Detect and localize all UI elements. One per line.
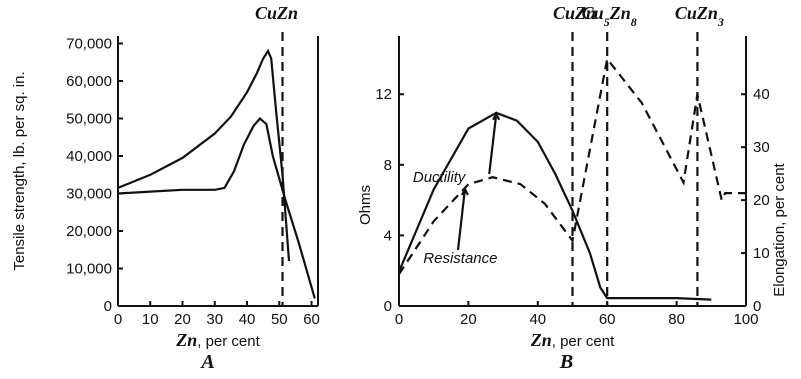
x-tick-label: 50 xyxy=(271,311,288,328)
ductility-arrow xyxy=(488,114,498,175)
y-tick-label: 60,000 xyxy=(66,73,112,90)
x-tick-label: 60 xyxy=(303,311,320,328)
phase-label: CuZn3 xyxy=(675,3,724,29)
x-tick-label: 60 xyxy=(599,311,616,328)
y-tick-label: 50,000 xyxy=(66,111,112,128)
resistance-annotation: Resistance xyxy=(423,250,497,267)
y-tick-label: 40,000 xyxy=(66,148,112,165)
x-axis-title: Zn, per cent xyxy=(530,330,615,350)
left-y-tick-label: 12 xyxy=(375,86,392,103)
x-tick-label: 0 xyxy=(114,311,122,328)
y-tick-label: 20,000 xyxy=(66,223,112,240)
phase-label: CuZn xyxy=(553,3,596,23)
phase-label: Cu5Zn8 xyxy=(582,3,637,29)
panel-letter: B xyxy=(559,351,573,373)
x-tick-label: 40 xyxy=(529,311,546,328)
right-y-tick-label: 40 xyxy=(753,86,770,103)
y-axis-title: Tensile strength, lb. per sq. in. xyxy=(11,71,28,270)
y-tick-label: 0 xyxy=(104,298,112,315)
phase-label: CuZn xyxy=(255,3,298,23)
right-y-tick-label: 20 xyxy=(753,192,770,209)
right-y-tick-label: 30 xyxy=(753,139,770,156)
resistance-arrow xyxy=(456,188,467,251)
ductility-annotation: Ductility xyxy=(413,169,467,186)
x-axis-title: Zn, per cent xyxy=(175,330,260,350)
y-tick-label: 70,000 xyxy=(66,36,112,53)
ductility-arrowhead xyxy=(492,111,501,121)
y-tick-label: 10,000 xyxy=(66,261,112,278)
x-tick-label: 30 xyxy=(206,311,223,328)
x-tick-label: 40 xyxy=(239,311,256,328)
x-tick-label: 80 xyxy=(668,311,685,328)
resistance-arrowhead xyxy=(460,186,469,196)
right-y-axis-title: Elongation, per cent xyxy=(771,162,788,296)
panel-a: 0 10 20 30 40 50 60 0 10,000 20,000 30,000 40,000 50… xyxy=(11,3,320,373)
panel-letter: A xyxy=(199,351,214,373)
left-y-tick-label: 8 xyxy=(384,157,392,174)
right-y-tick-label: 10 xyxy=(753,245,770,262)
resistance-line xyxy=(398,56,746,275)
x-tick-label: 20 xyxy=(460,311,477,328)
right-y-tick-label: 0 xyxy=(753,298,761,315)
x-tick-label: 100 xyxy=(733,311,758,328)
x-tick-label: 20 xyxy=(174,311,191,328)
y-tick-label: 30,000 xyxy=(66,186,112,203)
ductility-line xyxy=(397,111,712,301)
x-tick-label: 10 xyxy=(142,311,159,328)
series-line xyxy=(117,48,291,262)
left-y-tick-label: 0 xyxy=(384,298,392,315)
left-y-axis-title: Ohms xyxy=(357,185,374,225)
x-tick-label: 0 xyxy=(395,311,403,328)
series-line xyxy=(117,116,316,299)
left-y-tick-label: 4 xyxy=(384,227,392,244)
